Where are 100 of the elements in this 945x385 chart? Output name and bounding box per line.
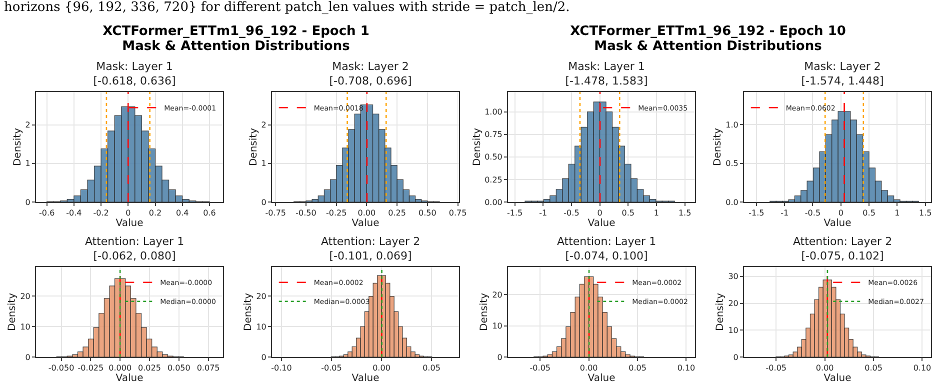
x-tick-label: -0.5 — [804, 208, 821, 218]
y-tick-label: 1.0 — [726, 120, 738, 130]
x-tick-label: 1 — [654, 208, 660, 218]
chart-title: Attention: Layer 1 — [84, 235, 184, 248]
chart-title: Attention: Layer 2 — [792, 235, 892, 248]
x-axis-title: Value — [588, 218, 616, 230]
y-axis-title: Density — [7, 292, 18, 332]
x-tick-label: -0.025 — [78, 364, 104, 373]
x-tick-label: -0.050 — [48, 364, 74, 373]
x-tick-label: 0.05 — [628, 364, 646, 373]
x-axis-title: Value — [824, 218, 852, 230]
y-axis-title: Density — [712, 128, 724, 166]
y-tick-label: 1 — [25, 159, 30, 168]
x-tick-label: 1 — [894, 208, 900, 218]
y-tick-label: 20 — [20, 292, 30, 301]
x-tick-label: 0.50 — [418, 208, 436, 218]
text: XCTFormer_ETTm1_96_192 - Epoch 10 — [570, 24, 846, 39]
x-tick-label: 0.00 — [580, 364, 598, 373]
x-tick-label: -0.05 — [766, 364, 786, 373]
y-tick-label: 0 — [25, 198, 30, 207]
x-tick-label: -0.10 — [271, 364, 292, 373]
chart-subtitle: [-1.574, 1.448] — [801, 74, 884, 88]
text: Mask & Attention Distributions — [122, 39, 350, 54]
x-tick-label: -1.5 — [506, 208, 523, 218]
y-tick-label: 0 — [25, 352, 30, 362]
x-tick-label: 0.050 — [167, 364, 190, 373]
y-tick-label: 20 — [728, 299, 738, 308]
chart-title: Attention: Layer 2 — [320, 235, 420, 248]
y-tick-label: 20 — [492, 290, 502, 300]
y-tick-label: 1.00 — [484, 108, 502, 117]
x-axis-title: Value — [116, 218, 144, 230]
x-axis-title: Value — [116, 373, 144, 384]
x-axis-title: Value — [824, 373, 852, 384]
x-tick-label: 0.5 — [862, 208, 876, 218]
x-tick-label: 0 — [126, 208, 131, 218]
y-tick-label: 0 — [733, 352, 738, 362]
y-axis-title: Density — [243, 292, 254, 332]
chart-subtitle: [-0.618, 0.636] — [93, 74, 176, 88]
x-tick-label: 0.4 — [176, 208, 189, 218]
y-tick-label: 0 — [497, 352, 502, 362]
x-tick-label: 0.025 — [138, 364, 161, 373]
x-axis-title: Value — [352, 218, 380, 230]
y-axis-title: Density — [715, 292, 726, 332]
x-tick-label: 0.10 — [677, 364, 696, 373]
x-tick-label: 0.00 — [372, 364, 390, 373]
x-tick-label: -1.5 — [748, 208, 764, 218]
x-tick-label: 0.6 — [203, 208, 216, 218]
x-tick-label: 0.075 — [196, 364, 220, 373]
chart-title: Attention: Layer 1 — [556, 235, 656, 248]
y-tick-label: 0.00 — [484, 198, 502, 207]
text: horizons {96, 192, 336, 720} for different patch_len values with stride = patch_len/2. — [4, 0, 570, 15]
x-tick-label: -0.75 — [265, 208, 286, 218]
x-tick-label: -0.5 — [564, 208, 580, 218]
y-tick-label: 0.5 — [726, 159, 738, 168]
y-tick-label: 10 — [492, 322, 502, 331]
x-tick-label: -0.05 — [321, 364, 342, 373]
x-tick-label: -0.4 — [66, 208, 82, 218]
y-tick-label: 0 — [261, 352, 266, 362]
y-tick-label: 0.50 — [484, 152, 502, 162]
y-tick-label: 1 — [261, 159, 266, 168]
x-axis-title: Value — [352, 373, 380, 384]
x-tick-label: 0.10 — [913, 364, 932, 373]
y-tick-label: 10 — [20, 322, 30, 332]
y-tick-label: 0.75 — [484, 130, 502, 140]
chart-subtitle: [-1.478, 1.583] — [565, 74, 648, 88]
x-tick-label: 0 — [597, 208, 602, 218]
text: Mask & Attention Distributions — [594, 39, 822, 54]
chart-subtitle: [-0.101, 0.069] — [329, 249, 412, 262]
x-tick-label: -0.6 — [39, 208, 55, 218]
y-tick-label: 0.25 — [484, 175, 502, 184]
x-tick-label: -0.50 — [296, 208, 316, 218]
x-tick-label: -0.25 — [326, 208, 347, 218]
x-tick-label: -0.05 — [530, 364, 550, 373]
y-axis-title: Density — [12, 128, 24, 166]
chart-title: Mask: Layer 1 — [96, 60, 173, 73]
chart-title: Mask: Layer 2 — [804, 60, 881, 73]
x-tick-label: 1.5 — [919, 208, 932, 218]
chart-subtitle: [-0.074, 0.100] — [565, 249, 648, 262]
x-tick-label: 0.2 — [148, 208, 162, 218]
y-tick-label: 0 — [261, 198, 266, 207]
chart-title: Mask: Layer 2 — [332, 60, 409, 73]
y-tick-label: 2 — [25, 120, 30, 130]
x-tick-label: 1.5 — [678, 208, 692, 218]
x-tick-label: -0.2 — [93, 208, 109, 218]
chart-subtitle: [-0.062, 0.080] — [93, 249, 176, 262]
x-tick-label: -1 — [539, 208, 548, 218]
x-tick-label: 0.75 — [448, 208, 467, 218]
x-tick-label: 0.00 — [816, 364, 834, 373]
x-axis-title: Value — [588, 373, 616, 384]
x-tick-label: 0.000 — [108, 364, 132, 373]
chart-subtitle: [-0.075, 0.102] — [801, 249, 884, 262]
y-tick-label: 10 — [256, 322, 266, 332]
text: XCTFormer_ETTm1_96_192 - Epoch 1 — [102, 24, 370, 39]
x-tick-label: 0.5 — [622, 208, 634, 218]
y-axis-title: Density — [248, 128, 260, 166]
y-tick-label: 10 — [728, 326, 738, 335]
x-tick-label: 0 — [838, 208, 844, 218]
x-tick-label: 0.00 — [358, 208, 376, 218]
x-tick-label: 0.05 — [422, 364, 440, 373]
x-tick-label: -1 — [780, 208, 789, 218]
